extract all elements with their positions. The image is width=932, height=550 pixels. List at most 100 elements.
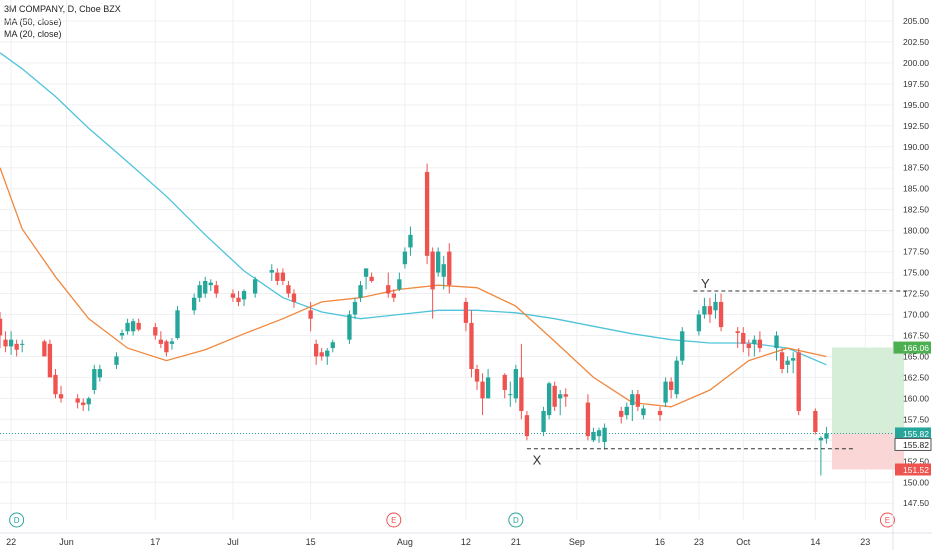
y-tick-label: 167.50 xyxy=(903,330,929,340)
candle-body xyxy=(790,358,796,361)
x-tick-label: Aug xyxy=(397,537,413,547)
candle-body xyxy=(0,318,3,336)
y-tick-label: 172.50 xyxy=(903,289,929,299)
candle-body xyxy=(463,301,469,323)
candle-body xyxy=(363,268,369,277)
y-tick-label: 195.00 xyxy=(903,100,929,110)
x-tick-label: Sep xyxy=(569,537,585,547)
candle-body xyxy=(330,342,335,349)
x-tick-label: 21 xyxy=(511,537,521,547)
x-tick-label: 23 xyxy=(694,537,704,547)
target-zone xyxy=(831,347,905,434)
x-tick-label: Jul xyxy=(227,537,239,547)
y-tick-label: 165.00 xyxy=(903,351,929,361)
candle-body xyxy=(735,331,740,333)
legend-ma20[interactable]: MA (20, close) xyxy=(4,29,62,39)
candle-body xyxy=(752,339,757,344)
candle-body xyxy=(203,280,208,294)
legend-ma50[interactable]: MA (50, close) xyxy=(4,16,62,27)
x-tick-label: 16 xyxy=(655,537,665,547)
candle-body xyxy=(347,314,352,340)
candle-body xyxy=(169,341,175,344)
candle-body xyxy=(214,285,219,294)
event-label: E xyxy=(885,516,890,525)
candle-body xyxy=(47,343,53,378)
candle-body xyxy=(130,321,136,332)
candle-body xyxy=(774,335,779,349)
candle-body xyxy=(718,301,724,328)
candle-body xyxy=(713,301,718,311)
y-tick-label: 160.00 xyxy=(903,393,929,403)
chart-legend: 3M COMPANY, D, Cboe BZX MA (50, close) M… xyxy=(4,3,121,41)
candle-body xyxy=(291,293,297,302)
candle-body xyxy=(824,433,829,439)
candle-body xyxy=(702,306,707,315)
candle-body xyxy=(663,381,668,403)
ma50-line xyxy=(0,52,827,366)
candle-body xyxy=(236,297,241,302)
candle-body xyxy=(757,339,763,349)
candle-body xyxy=(53,374,58,395)
event-label: E xyxy=(391,516,396,525)
y-tick-label: 152.50 xyxy=(903,456,929,466)
candle-body xyxy=(630,394,635,406)
y-tick-label: 205.00 xyxy=(903,16,929,26)
candle-body xyxy=(125,322,130,332)
price-tag-stop xyxy=(895,463,931,476)
y-tick-label: 187.50 xyxy=(903,163,929,173)
candle-body xyxy=(485,377,491,399)
chart-title: 3M COMPANY, D, Cboe BZX xyxy=(4,4,121,14)
candle-body xyxy=(480,381,485,399)
candle-body xyxy=(153,327,158,336)
candle-body xyxy=(447,251,452,286)
candle-body xyxy=(430,251,435,290)
price-tag-label-entry: 155.82 xyxy=(903,440,929,450)
price-tag-label-current: 155.82 xyxy=(903,429,929,439)
candle-body xyxy=(674,360,679,395)
candle-body xyxy=(308,310,313,319)
candle-body xyxy=(408,234,413,248)
candle-body xyxy=(58,394,64,399)
candle-body xyxy=(191,297,197,311)
candle-body xyxy=(624,406,629,416)
candle-body xyxy=(3,339,8,347)
y-tick-label: 197.50 xyxy=(903,79,929,89)
y-tick-label: 162.50 xyxy=(903,372,929,382)
candle-body xyxy=(8,339,14,347)
candle-body xyxy=(402,251,408,265)
x-tick-label: 12 xyxy=(461,537,471,547)
x-tick-label: 17 xyxy=(150,537,160,547)
event-marker-e xyxy=(879,512,895,528)
y-tick-label: 180.00 xyxy=(903,226,929,236)
candle-body xyxy=(563,394,568,397)
candle-body xyxy=(441,264,446,277)
candle-body xyxy=(741,332,746,344)
event-marker-d xyxy=(9,512,25,528)
candle-body xyxy=(391,293,396,298)
candle-body xyxy=(14,343,19,350)
y-tick-label: 200.00 xyxy=(903,58,929,68)
candle-body xyxy=(502,374,507,390)
price-tag-current xyxy=(895,427,931,440)
candle-body xyxy=(119,332,125,336)
price-tag-target xyxy=(895,341,931,354)
candle-body xyxy=(369,276,374,281)
candle-body xyxy=(386,285,391,294)
x-tick-label: 15 xyxy=(306,537,316,547)
event-marker-e xyxy=(386,512,402,528)
stop-zone xyxy=(831,433,905,470)
candle-body xyxy=(319,352,324,357)
candle-body xyxy=(92,369,97,390)
candle-body xyxy=(596,430,602,437)
x-tick-label: Jun xyxy=(59,537,74,547)
candle-body xyxy=(474,369,480,382)
event-marker-d xyxy=(508,512,524,528)
y-tick-label: 177.50 xyxy=(903,247,929,257)
event-label: D xyxy=(513,516,519,525)
candle-body xyxy=(668,381,674,390)
candle-body xyxy=(86,398,91,405)
candle-body xyxy=(519,377,524,411)
candle-body xyxy=(680,331,685,361)
pattern-label-y: Y xyxy=(701,276,710,291)
